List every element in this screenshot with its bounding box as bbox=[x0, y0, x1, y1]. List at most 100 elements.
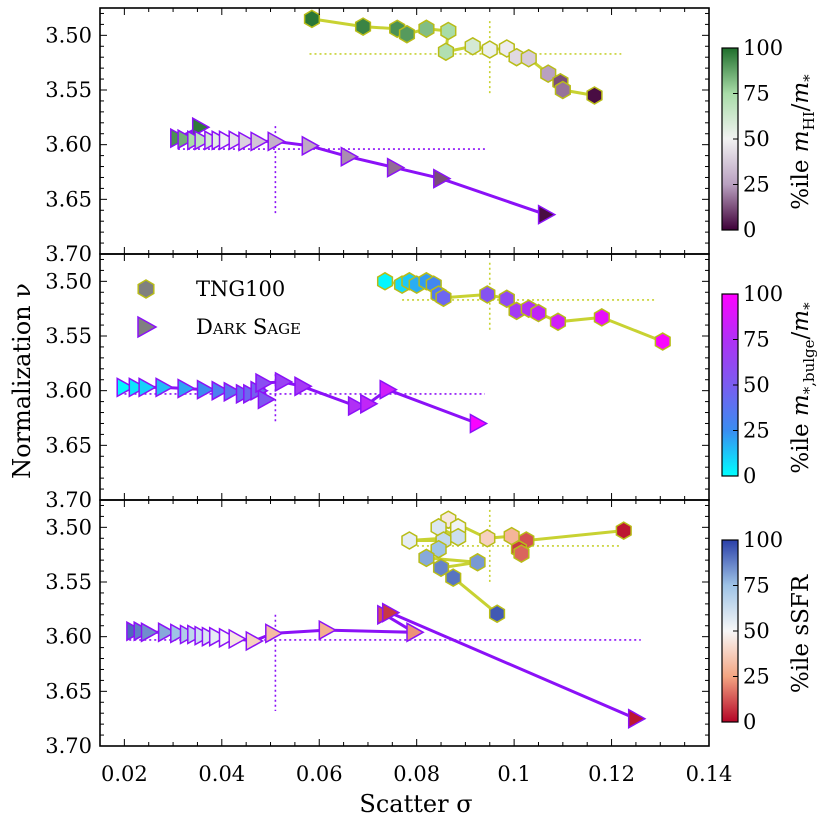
sage-point bbox=[218, 627, 238, 649]
y-tick-label: 3.55 bbox=[45, 570, 92, 594]
colorbar-tick-label: 0 bbox=[743, 218, 756, 242]
sage-point bbox=[255, 372, 274, 394]
y-tick-label: 3.55 bbox=[45, 324, 92, 348]
sage-point bbox=[194, 130, 213, 151]
colorbar-tick-label: 0 bbox=[743, 710, 756, 734]
colorbar-label-sub2: * bbox=[800, 302, 818, 310]
legend-entries: TNG100 Dark Sage bbox=[137, 277, 301, 339]
sage-point bbox=[177, 128, 196, 150]
x-axis: 0.02 0.04 0.06 0.08 0.1 0.12 0.14 bbox=[101, 762, 732, 786]
x-tick-label: 0.14 bbox=[686, 762, 733, 786]
colorbar-label: %ile sSFR bbox=[788, 574, 814, 693]
tng-point bbox=[398, 24, 416, 44]
panel-frame bbox=[99, 499, 710, 747]
sage-point bbox=[406, 622, 425, 643]
colorbar-label-prefix: %ile bbox=[788, 416, 814, 474]
y-tick-label: 3.60 bbox=[45, 133, 92, 157]
x-tick-label: 0.12 bbox=[588, 762, 635, 786]
tng-point bbox=[430, 539, 447, 559]
colorbar-tick-label: 0 bbox=[743, 464, 756, 488]
sage-point bbox=[138, 377, 157, 398]
tng-point bbox=[401, 531, 418, 550]
plot-area bbox=[126, 509, 647, 729]
sage-point bbox=[170, 623, 189, 644]
tng-point bbox=[449, 527, 467, 547]
x-tick-label: 0.04 bbox=[198, 762, 245, 786]
legend: TNG100 Dark Sage bbox=[137, 277, 301, 339]
x-tick-label: 0.08 bbox=[393, 762, 440, 786]
y-tick-label: 3.65 bbox=[45, 679, 92, 703]
tng-point bbox=[488, 604, 506, 624]
colorbar-tick-label: 75 bbox=[743, 82, 770, 106]
colorbar-label-sub: HI bbox=[800, 111, 818, 130]
tng-point bbox=[479, 528, 496, 548]
tng-point bbox=[445, 568, 462, 587]
colorbar-tick-label: 100 bbox=[743, 36, 783, 60]
sage-point bbox=[211, 380, 230, 401]
tng-point bbox=[540, 64, 557, 83]
sage-point bbox=[157, 622, 177, 643]
sage-point bbox=[294, 376, 313, 397]
legend-tng-label: TNG100 bbox=[196, 277, 285, 301]
colorbar-label-sub2: * bbox=[800, 74, 818, 82]
tng-point bbox=[354, 17, 372, 36]
sage-point bbox=[128, 377, 148, 398]
sage-point bbox=[238, 131, 257, 152]
colorbar-tick-label: 50 bbox=[743, 127, 770, 151]
tng-point bbox=[513, 544, 530, 563]
colorbar-tick-label: 100 bbox=[743, 528, 783, 552]
sage-point bbox=[381, 602, 401, 623]
colorbar-label-sub: *,bulge bbox=[800, 339, 818, 394]
sage-point bbox=[228, 130, 247, 151]
colorbar-label-var2: m bbox=[788, 310, 814, 332]
colorbar-label: %ile mHI/m* bbox=[788, 74, 818, 210]
x-tick-label: 0.1 bbox=[497, 762, 530, 786]
tng-point bbox=[593, 308, 610, 327]
colorbar-tick-label: 25 bbox=[743, 419, 770, 443]
y-axis-label: Normalization ν bbox=[8, 283, 36, 479]
tng-point bbox=[376, 271, 394, 291]
legend-sage-marker bbox=[137, 315, 158, 339]
sage-point bbox=[177, 378, 196, 399]
colorbar-tick-label: 50 bbox=[743, 619, 770, 643]
tng-point bbox=[554, 80, 571, 100]
y-tick-label: 3.55 bbox=[45, 78, 92, 102]
tng-point bbox=[530, 303, 547, 323]
colorbar-label-var: m bbox=[788, 130, 814, 152]
y-tick-label: 3.50 bbox=[45, 515, 92, 539]
sage-point bbox=[386, 157, 406, 178]
tng-point bbox=[498, 289, 515, 309]
plot-area bbox=[170, 9, 622, 225]
sage-point bbox=[340, 146, 360, 167]
sage-point bbox=[267, 131, 286, 152]
tng-point bbox=[503, 526, 520, 546]
colorbar-label-slash: / bbox=[788, 103, 814, 111]
sage-point bbox=[469, 413, 489, 434]
sage-point bbox=[218, 130, 238, 151]
tng-point bbox=[464, 36, 481, 56]
sage-point bbox=[347, 395, 367, 417]
tng-point bbox=[303, 9, 321, 29]
plot-area bbox=[116, 262, 671, 434]
sage-point bbox=[257, 389, 277, 410]
tng-point bbox=[479, 285, 496, 304]
sage-point bbox=[627, 708, 647, 729]
tng-point bbox=[654, 332, 671, 351]
sage-point bbox=[433, 168, 452, 189]
sage-point bbox=[360, 393, 379, 415]
panel-3: 3.50 3.55 3.60 3.65 3.70 0 25 50 75 100%ile sSFR bbox=[45, 499, 814, 758]
tng-point bbox=[586, 86, 603, 105]
colorbar-tick-label: 100 bbox=[743, 282, 783, 306]
sage-point bbox=[223, 381, 243, 403]
tng-point bbox=[481, 40, 498, 59]
tng-point bbox=[437, 42, 455, 62]
colorbar-label: %ile m*,bulge/m* bbox=[788, 302, 818, 474]
sage-point bbox=[228, 628, 247, 650]
y-tick-label: 3.65 bbox=[45, 187, 92, 211]
tng-point bbox=[435, 288, 452, 308]
colorbar-tick-label: 25 bbox=[743, 665, 770, 689]
